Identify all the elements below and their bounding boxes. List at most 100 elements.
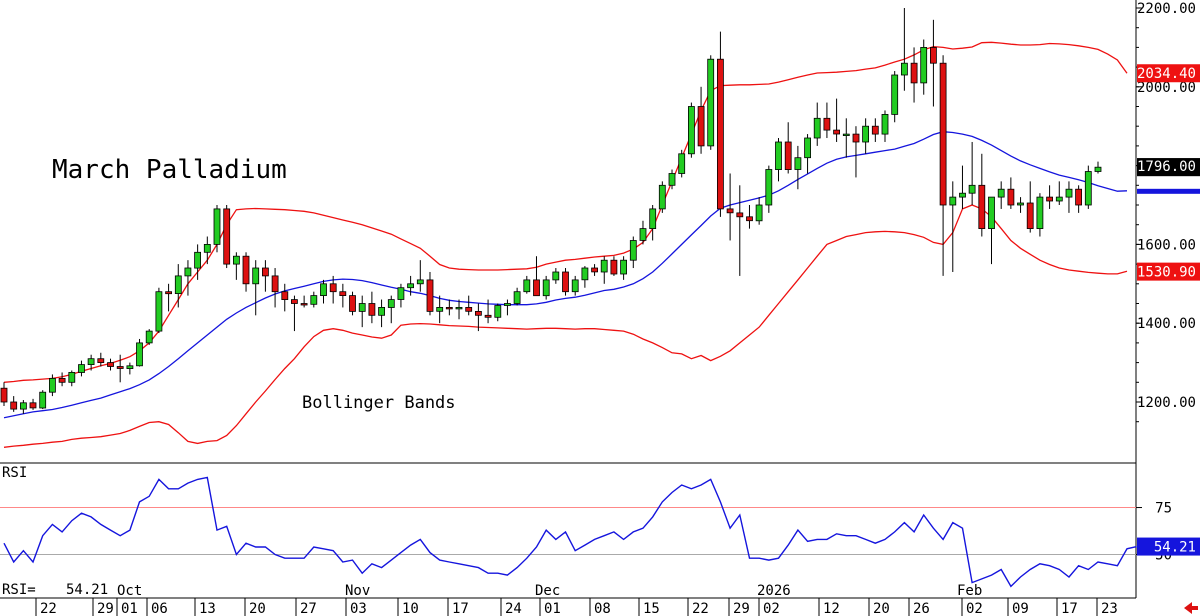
candle-body <box>445 306 453 310</box>
date-label: 20 <box>249 601 266 616</box>
candle <box>126 362 134 375</box>
candle-body <box>1007 188 1015 206</box>
date-label: 02 <box>763 601 780 616</box>
candle-body <box>349 295 356 312</box>
candle <box>988 196 995 265</box>
candle-body <box>252 267 260 285</box>
candle-body <box>871 125 879 135</box>
candle-body <box>184 267 192 277</box>
candle-body <box>261 267 269 277</box>
candle <box>223 205 231 269</box>
price-tag-upper-band: 2034.40 <box>1137 64 1200 83</box>
price-tag-text: 1530.90 <box>1137 265 1196 281</box>
candle <box>290 295 298 332</box>
candle-body <box>784 141 792 171</box>
candle <box>1007 177 1015 209</box>
candle <box>688 102 695 158</box>
candle-body <box>775 141 782 171</box>
price-tag-box <box>1137 262 1200 281</box>
date-label: 24 <box>505 601 522 616</box>
candle <box>232 252 240 280</box>
date-label: 17 <box>1061 601 1078 616</box>
candle-body <box>436 306 444 312</box>
candle <box>339 283 347 308</box>
candle-body <box>881 114 889 135</box>
candle <box>58 372 66 387</box>
price-tick-label: 1600.00 <box>1137 237 1196 253</box>
candle-body <box>300 303 308 306</box>
rsi-pane-label: RSI <box>2 465 27 481</box>
candle <box>910 47 918 103</box>
candle-body <box>368 303 376 316</box>
date-label: 27 <box>300 601 317 616</box>
date-label: 06 <box>151 601 168 616</box>
candle-body <box>426 279 434 312</box>
candle-body <box>39 391 47 409</box>
candle <box>19 400 27 414</box>
candle <box>165 283 173 312</box>
last-price-box <box>1137 158 1200 175</box>
upper-band-line <box>3 41 1128 383</box>
candle-body <box>755 204 763 222</box>
candle-body <box>610 259 618 275</box>
candle <box>997 181 1005 209</box>
candle-body <box>494 305 502 318</box>
candle <box>542 275 550 300</box>
candle-body <box>474 310 482 316</box>
candle <box>320 279 327 304</box>
candle-body <box>649 208 657 229</box>
left-arrow-icon[interactable] <box>1184 602 1198 614</box>
candle-body <box>949 196 957 206</box>
candle <box>116 354 124 383</box>
candle <box>833 98 840 142</box>
price-tag-text: 2034.40 <box>1137 66 1196 82</box>
candle <box>1055 181 1063 205</box>
candle <box>261 260 269 292</box>
middle-band-tag <box>1137 188 1200 194</box>
candle-body <box>1036 196 1044 230</box>
candle-body <box>523 279 531 293</box>
candle <box>591 264 598 276</box>
candle-body <box>697 106 705 147</box>
candle-body <box>552 271 560 281</box>
candle <box>794 145 802 190</box>
candle <box>562 268 569 296</box>
candle <box>494 303 502 322</box>
candle-body <box>329 283 337 293</box>
month-label: 2026 <box>757 583 791 599</box>
date-label: 26 <box>913 601 930 616</box>
candle <box>378 299 386 328</box>
candle <box>978 153 986 237</box>
date-label: 22 <box>40 601 57 616</box>
candle-body <box>203 243 211 253</box>
candle-body <box>407 283 415 289</box>
candle-body <box>1065 188 1073 198</box>
candle-body <box>939 62 947 206</box>
candle <box>639 220 647 245</box>
candle <box>920 39 928 95</box>
candle <box>397 283 405 308</box>
candle <box>155 287 163 334</box>
candle <box>552 268 560 284</box>
candle <box>571 275 579 296</box>
candle <box>349 291 356 316</box>
candle-body <box>658 184 666 210</box>
date-label: 10 <box>402 601 419 616</box>
candle <box>503 299 511 316</box>
candle-body <box>397 287 405 300</box>
candle-body <box>484 314 492 318</box>
candle <box>87 354 95 371</box>
candle-body <box>600 259 608 273</box>
candle <box>1046 185 1053 209</box>
candle <box>852 126 860 178</box>
date-label: 22 <box>692 601 709 616</box>
candle <box>697 86 705 154</box>
candle <box>242 252 250 292</box>
candle-body <box>320 283 327 296</box>
candle-body <box>513 291 521 304</box>
date-label: 01 <box>544 601 561 616</box>
candle <box>968 141 976 205</box>
date-label: 15 <box>643 601 660 616</box>
candle <box>775 138 782 182</box>
